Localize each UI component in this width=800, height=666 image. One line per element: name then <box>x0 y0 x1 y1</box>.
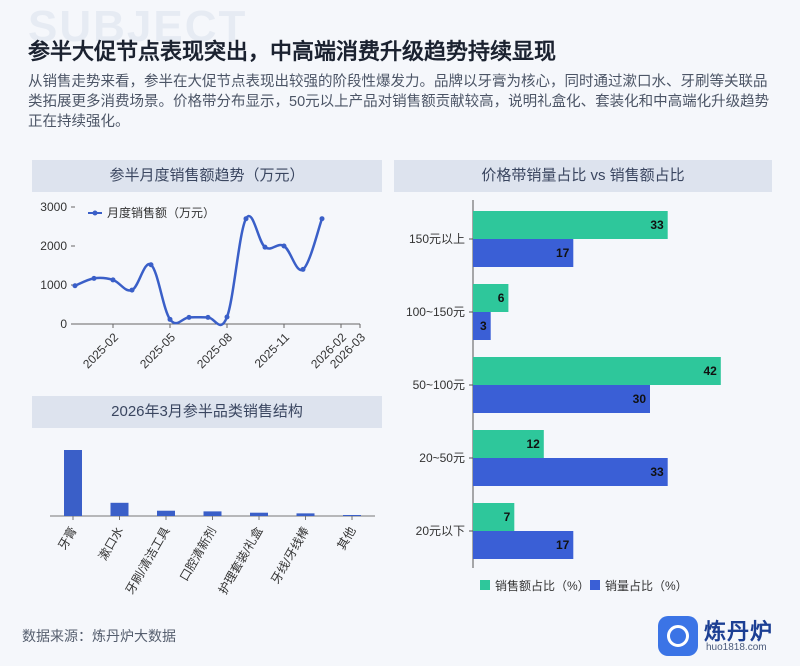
legend-marker <box>92 210 98 216</box>
y-tick-label: 1000 <box>40 278 67 292</box>
data-point <box>110 277 116 283</box>
category-bar <box>296 513 315 516</box>
y-tick-label: 2000 <box>40 239 67 253</box>
revenue-share-bar <box>473 284 509 312</box>
data-label: 33 <box>650 465 664 479</box>
volume-share-bar <box>473 239 574 267</box>
legend-label: 销量占比（%） <box>605 578 688 593</box>
data-point <box>281 243 287 249</box>
logo-name: 炼丹炉 <box>704 619 774 644</box>
data-point <box>262 244 268 250</box>
volume-share-bar <box>473 312 491 340</box>
bar-chart-title: 价格带销量占比 vs 销售额占比 <box>394 160 772 192</box>
category-bar <box>250 512 268 516</box>
series-line-monthly-sales <box>74 214 324 327</box>
data-label: 12 <box>526 437 540 451</box>
page-title: 参半大促节点表现突出，中高端消费升级趋势持续显现 <box>28 39 557 64</box>
category-label: 50~100元 <box>413 378 465 392</box>
category-bar <box>203 511 222 516</box>
data-point <box>129 287 135 293</box>
line-chart-title: 参半月度销售额趋势（万元） <box>32 160 382 192</box>
data-point <box>205 314 211 320</box>
revenue-share-bar <box>473 357 721 385</box>
data-label: 3 <box>480 319 487 333</box>
legend-swatch <box>590 580 600 590</box>
data-source: 数据来源：炼丹炉大数据 <box>22 628 176 644</box>
y-tick-label: 0 <box>60 317 67 331</box>
category-chart-title: 2026年3月参半品类销售结构 <box>32 396 382 428</box>
page-description: 从销售走势来看，参半在大促节点表现出较强的阶段性爆发力。品牌以牙膏为核心，同时通… <box>28 74 770 130</box>
data-point <box>243 216 249 222</box>
category-bar <box>64 450 82 516</box>
data-label: 7 <box>504 510 511 524</box>
legend-label: 月度销售额（万元） <box>107 205 215 220</box>
revenue-share-bar <box>473 503 515 531</box>
y-tick-label: 3000 <box>40 200 67 214</box>
revenue-share-bar <box>473 211 668 239</box>
revenue-share-bar <box>473 430 544 458</box>
volume-share-bar <box>473 531 574 559</box>
category-bar <box>157 510 175 516</box>
brand-logo: 炼丹炉 huo1818.com <box>658 612 788 660</box>
category-bar <box>343 515 361 516</box>
data-point <box>224 314 230 320</box>
category-label: 20~50元 <box>419 451 465 465</box>
data-point <box>186 314 192 320</box>
data-label: 6 <box>498 291 505 305</box>
volume-share-bar <box>473 385 650 413</box>
category-label: 150元以上 <box>409 232 465 246</box>
data-label: 33 <box>650 218 664 232</box>
logo-url: huo1818.com <box>706 642 767 653</box>
data-point <box>167 316 173 322</box>
data-label: 17 <box>556 538 570 552</box>
data-point <box>72 283 78 289</box>
category-label: 20元以下 <box>416 524 465 538</box>
data-label: 30 <box>633 392 647 406</box>
data-label: 42 <box>703 364 717 378</box>
watermark: SUBJECT <box>28 2 248 51</box>
data-point <box>91 275 97 281</box>
data-point <box>319 216 325 222</box>
data-point <box>148 262 154 268</box>
data-point <box>300 266 306 272</box>
volume-share-bar <box>473 458 668 486</box>
category-bar <box>110 502 129 516</box>
category-label: 100~150元 <box>406 305 465 319</box>
data-label: 17 <box>556 246 570 260</box>
legend-swatch <box>480 580 490 590</box>
legend-label: 销售额占比（%） <box>495 578 590 593</box>
logo-icon <box>658 616 698 656</box>
